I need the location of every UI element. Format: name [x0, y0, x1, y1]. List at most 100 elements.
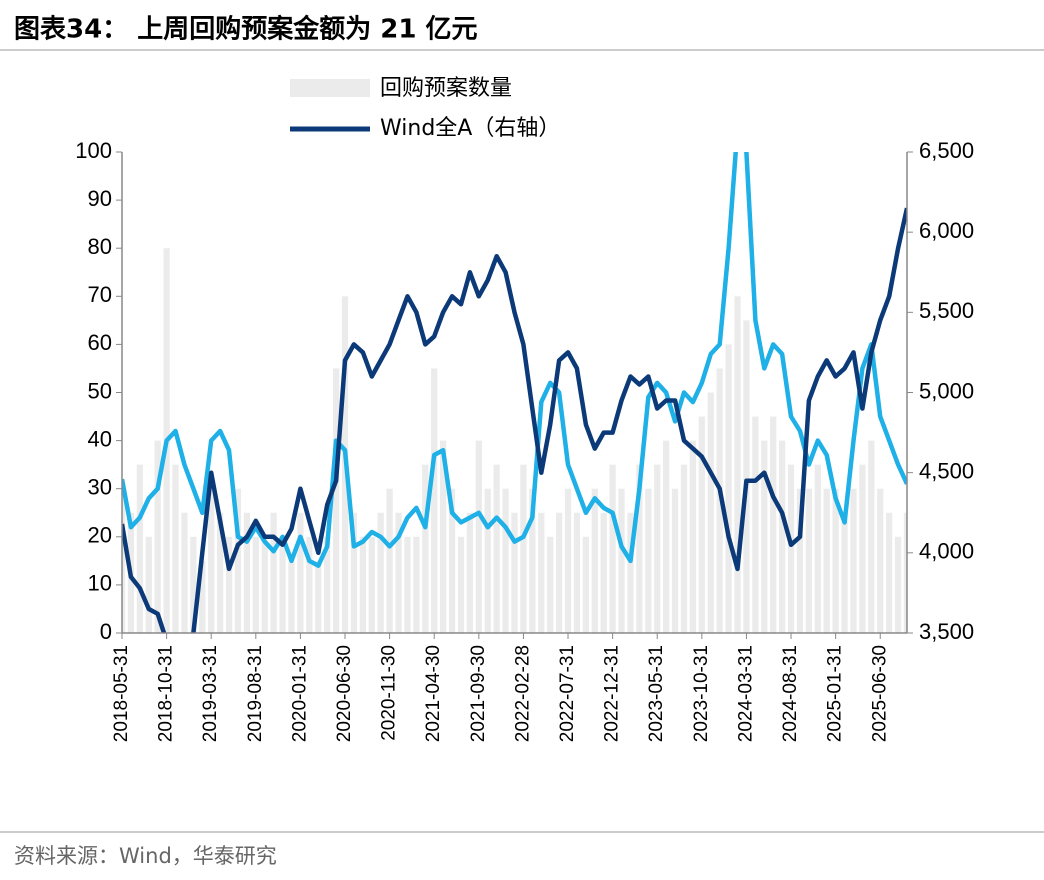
bar	[270, 512, 277, 633]
bar	[689, 440, 697, 633]
y-tick-label: 0	[100, 619, 112, 644]
bar	[636, 464, 643, 633]
bar	[395, 512, 402, 633]
bar	[591, 488, 598, 633]
x-tick-label: 2025-06-30	[869, 645, 890, 742]
bar	[529, 488, 536, 633]
x-tick-label: 2023-10-31	[691, 645, 712, 742]
y2-tick-label: 3,500	[919, 619, 974, 644]
bar	[377, 512, 384, 633]
bar	[778, 440, 786, 633]
bar	[324, 536, 331, 633]
x-tick-label: 2021-04-30	[423, 645, 444, 742]
bar	[671, 488, 679, 633]
bar	[440, 440, 447, 633]
y2-tick-label: 5,500	[919, 298, 974, 323]
bar	[725, 344, 732, 633]
bar	[894, 536, 902, 633]
bar	[832, 488, 839, 633]
bar	[359, 536, 366, 633]
plot-area	[122, 152, 907, 633]
bar	[645, 488, 652, 633]
bar	[261, 536, 268, 633]
x-tick-label: 2023-05-31	[646, 645, 667, 742]
bar	[511, 512, 518, 633]
bar	[680, 464, 688, 633]
bar	[448, 488, 456, 633]
x-tick-label: 2024-08-31	[780, 645, 801, 742]
y-tick-label: 70	[88, 282, 112, 307]
y-tick-label: 80	[88, 234, 112, 259]
y2-tick-label: 4,000	[919, 539, 974, 564]
bar	[582, 536, 589, 633]
x-tick-label: 2022-02-28	[512, 645, 533, 742]
y-tick-label: 40	[88, 426, 112, 451]
x-tick-label: 2020-01-31	[289, 645, 310, 742]
bar	[422, 464, 429, 633]
bar	[466, 512, 474, 633]
bar	[555, 512, 563, 633]
bar	[609, 464, 616, 633]
bar	[752, 416, 759, 633]
x-tick-label: 2022-07-31	[557, 645, 578, 742]
source: 资料来源：Wind，华泰研究	[14, 844, 277, 868]
bar	[770, 416, 777, 633]
bar	[136, 464, 143, 633]
bar	[154, 440, 161, 633]
bar	[288, 560, 295, 633]
bar	[538, 512, 545, 633]
y-tick-label: 90	[88, 186, 112, 211]
bar	[279, 536, 286, 633]
bar	[225, 536, 233, 633]
bar	[868, 440, 875, 633]
bar	[252, 536, 259, 633]
bar	[520, 464, 527, 633]
bar	[297, 512, 304, 633]
bar	[234, 488, 242, 633]
bar	[145, 536, 152, 633]
line	[122, 207, 907, 633]
bar	[600, 512, 607, 633]
x-tick-label: 2019-08-31	[245, 645, 266, 742]
bar	[743, 320, 750, 633]
bar	[787, 464, 795, 633]
bar	[698, 416, 705, 633]
bar	[332, 368, 340, 633]
chart-title: 图表34： 上周回购预案金额为 21 亿元	[14, 14, 478, 45]
y-tick-label: 30	[88, 475, 112, 500]
bar	[734, 296, 741, 633]
bar	[306, 536, 313, 633]
bar	[217, 512, 224, 633]
bar	[564, 488, 572, 633]
bar	[841, 512, 848, 633]
bar	[122, 488, 126, 633]
bar	[368, 536, 375, 633]
bar	[404, 536, 411, 633]
x-tick-label: 2025-01-31	[825, 645, 846, 742]
bar	[475, 440, 482, 633]
y-tick-label: 60	[88, 330, 112, 355]
bar	[350, 512, 358, 633]
y2-tick-label: 6,500	[919, 138, 974, 163]
bar	[457, 536, 465, 633]
bar	[805, 488, 812, 633]
bar	[618, 488, 625, 633]
bar	[573, 512, 581, 633]
bar	[903, 512, 907, 633]
bar	[484, 488, 491, 633]
legend-swatch	[290, 79, 370, 97]
bar	[654, 464, 661, 633]
bar	[172, 464, 179, 633]
bar	[386, 488, 393, 633]
x-tick-label: 2024-03-31	[735, 645, 756, 742]
x-tick-label: 2022-12-31	[602, 645, 623, 742]
y2-tick-label: 5,000	[919, 378, 974, 403]
line	[122, 152, 907, 568]
bar	[823, 488, 830, 633]
bar	[886, 512, 893, 633]
legend-label: Wind全A（右轴）	[380, 116, 560, 141]
x-tick-label: 2018-10-31	[156, 645, 177, 742]
bar	[814, 464, 821, 633]
bar	[181, 512, 188, 633]
